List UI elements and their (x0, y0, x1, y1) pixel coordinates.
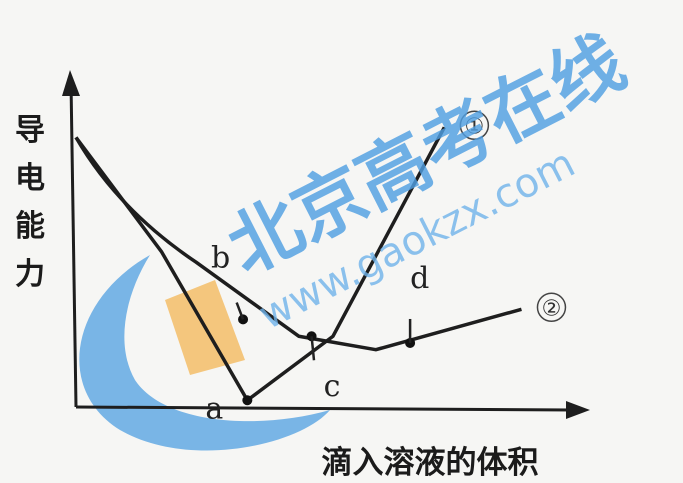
axes (62, 70, 590, 419)
series-line-2 (74, 136, 522, 352)
x-axis (75, 405, 573, 412)
series-tag-circle-2 (536, 292, 567, 323)
y-axis-label: 导电能力 (15, 113, 45, 292)
point-a (242, 395, 253, 406)
points-layer: a b c d (205, 240, 429, 426)
y-axis-arrow (62, 70, 80, 96)
point-label-c: c (324, 369, 341, 404)
series-tag-circle-1 (459, 110, 490, 141)
x-axis-label: 滴入溶液的体积 (322, 445, 539, 481)
watermark-logo-swoosh (79, 255, 330, 451)
point-leader-c (310, 336, 316, 361)
point-label-b: b (211, 240, 230, 275)
y-axis (69, 81, 78, 408)
x-axis-arrow (566, 401, 590, 419)
series-tag-2: ② (542, 296, 562, 321)
point-label-a: a (205, 391, 223, 426)
point-leader-b (235, 302, 245, 320)
series-tag-1: ① (464, 114, 484, 139)
point-label-d: d (410, 261, 429, 296)
